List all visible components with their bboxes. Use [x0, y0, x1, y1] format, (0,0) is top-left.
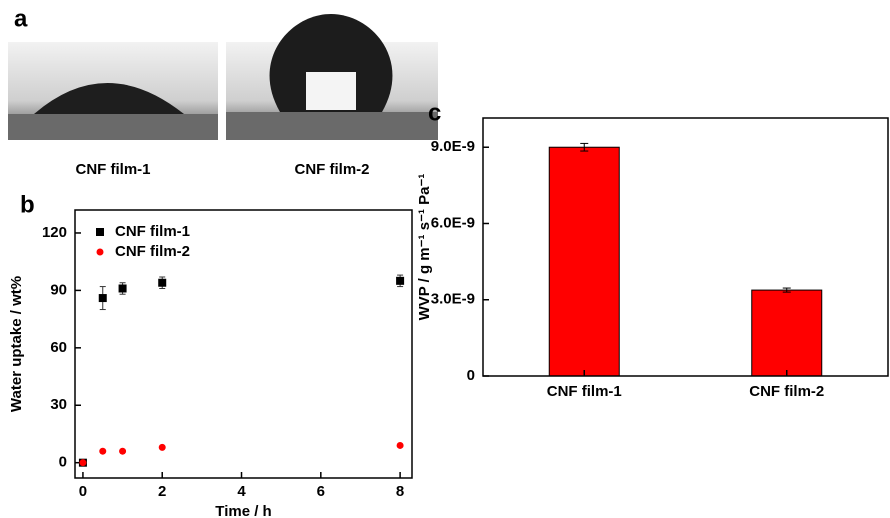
y-tick-label: 90: [50, 281, 67, 298]
legend-label: CNF film-1: [115, 223, 190, 240]
y-tick-label: 120: [42, 224, 67, 241]
legend-label: CNF film-2: [115, 243, 190, 260]
y-axis-label: WVP / g m⁻¹ s⁻¹ Pa⁻¹: [416, 174, 433, 321]
point: [79, 459, 87, 467]
panel-label: b: [20, 191, 35, 218]
legend-marker: [96, 228, 104, 236]
point: [158, 278, 167, 287]
panel-label: a: [14, 5, 28, 32]
point: [118, 284, 127, 293]
photo-caption: CNF film-2: [295, 161, 370, 178]
y-tick-label: 60: [50, 339, 67, 356]
plot-frame: [482, 117, 889, 377]
bar: [548, 146, 620, 377]
point: [99, 447, 107, 455]
x-axis-label: Time / h: [215, 503, 271, 518]
x-tick-label: 2: [158, 483, 166, 500]
x-tick-label: CNF film-1: [547, 383, 622, 400]
y-tick-label: 0: [59, 454, 67, 471]
point: [119, 447, 127, 455]
y-tick-label: 9.0E-9: [431, 138, 475, 155]
y-axis-label: Water uptake / wt%: [8, 276, 25, 412]
bar: [751, 289, 823, 377]
y-tick-label: 0: [467, 367, 475, 384]
photo-caption: CNF film-1: [76, 161, 151, 178]
panel-label: c: [428, 99, 441, 126]
point: [98, 294, 107, 303]
droplet-photo: [226, 14, 438, 140]
x-tick-label: 8: [396, 483, 404, 500]
x-tick-label: 4: [237, 483, 246, 500]
point: [396, 441, 404, 449]
y-tick-label: 30: [50, 396, 67, 413]
point: [158, 443, 166, 451]
point: [396, 276, 405, 285]
legend-marker: [96, 248, 104, 256]
x-tick-label: 6: [317, 483, 325, 500]
x-tick-label: CNF film-2: [749, 383, 824, 400]
x-tick-label: 0: [79, 483, 87, 500]
y-tick-label: 6.0E-9: [431, 214, 475, 231]
plot-frame: [74, 209, 413, 479]
y-tick-label: 3.0E-9: [431, 291, 475, 308]
droplet-photo: [8, 42, 218, 140]
